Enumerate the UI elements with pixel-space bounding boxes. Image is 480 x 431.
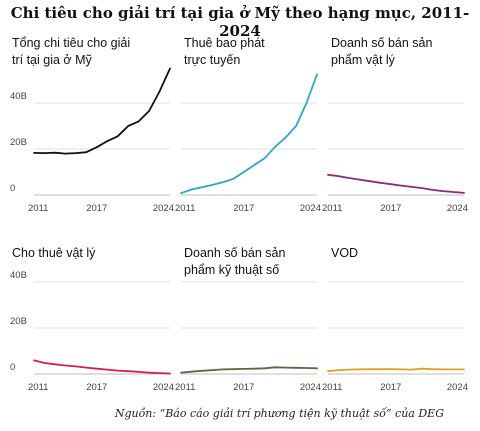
x-tick-label: 2024: [300, 203, 321, 214]
source-note: Nguồn: “Báo cáo giải trí phương tiện kỹ …: [114, 407, 444, 420]
y-tick-label: 20B: [10, 316, 27, 327]
series-line: [327, 367, 465, 373]
x-tick-label: 2024: [153, 382, 174, 393]
y-tick-label: 40B: [10, 270, 27, 281]
panel-title: Tổng chi tiêu cho giải: [12, 36, 130, 50]
panel-title: Doanh số bán sản: [184, 246, 286, 260]
x-tick-label: 2017: [86, 203, 107, 214]
x-tick-label: 2017: [233, 203, 254, 214]
x-tick-label: 2017: [86, 382, 107, 393]
x-tick-label: 2011: [175, 382, 195, 393]
x-tick-label: 2024: [153, 203, 174, 214]
x-tick-label: 2024: [447, 203, 468, 214]
x-tick-label: 2017: [380, 203, 401, 214]
y-tick-label: 0: [10, 183, 15, 194]
series-line: [180, 73, 318, 195]
series-line: [327, 173, 465, 194]
panel-title: Doanh số bán sản: [331, 36, 433, 50]
panel-title: phẩm kỹ thuật số: [184, 263, 279, 277]
x-tick-label: 2024: [300, 382, 321, 393]
x-tick-label: 2011: [322, 382, 342, 393]
panel-title: Cho thuê vật lý: [12, 246, 96, 260]
panel-title: Thuê bao phát: [184, 36, 265, 50]
series-line: [180, 366, 318, 374]
panel-title: trí tại gia ở Mỹ: [12, 53, 92, 67]
x-tick-label: 2011: [28, 382, 48, 393]
panel-title: trực tuyến: [184, 53, 240, 67]
chart-title: Chi tiêu cho giải trí tại gia ở Mỹ theo …: [10, 4, 470, 40]
x-tick-label: 2011: [322, 203, 342, 214]
y-tick-label: 20B: [10, 137, 27, 148]
series-line: [33, 67, 171, 155]
x-tick-label: 2024: [447, 382, 468, 393]
y-tick-label: 40B: [10, 91, 27, 102]
x-tick-label: 2011: [175, 203, 195, 214]
panel-title: phẩm vật lý: [331, 53, 396, 67]
x-tick-label: 2011: [28, 203, 48, 214]
series-line: [33, 359, 171, 375]
x-tick-label: 2017: [380, 382, 401, 393]
x-tick-label: 2017: [233, 382, 254, 393]
y-tick-label: 0: [10, 362, 15, 373]
panel-title: VOD: [331, 246, 358, 260]
